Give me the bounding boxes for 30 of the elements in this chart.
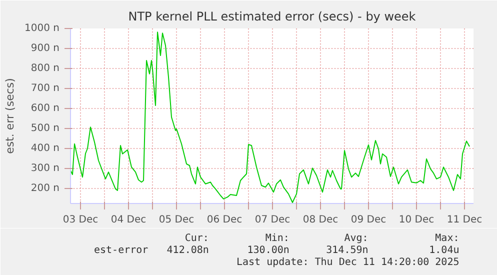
x-tick-label: 03 Dec (62, 214, 98, 226)
y-tick-label: 300 n (30, 163, 60, 174)
text: 1.04u (429, 245, 460, 256)
x-tick-label: 08 Dec (302, 214, 338, 226)
y-tick-label: 500 n (30, 123, 60, 134)
x-tick-label: 04 Dec (110, 214, 146, 226)
text: Avg: (344, 233, 368, 244)
text: 314.59n (326, 245, 368, 256)
text: est-error (94, 245, 148, 256)
x-tick-label: 10 Dec (398, 214, 434, 226)
text: Cur: (184, 233, 209, 244)
x-tick-label: 11 Dec (446, 214, 482, 226)
y-tick-label: 900 n (30, 43, 60, 54)
text: 130.00n (247, 245, 290, 256)
text: Min: (265, 233, 290, 244)
text: Max: (435, 233, 460, 244)
x-tick-label: 07 Dec (254, 214, 290, 226)
x-tick-label: 05 Dec (158, 214, 194, 226)
y-tick-label: 800 n (30, 63, 60, 74)
y-tick-label: 600 n (30, 103, 60, 114)
y-tick-label: 400 n (30, 143, 60, 154)
x-tick-label: 06 Dec (206, 214, 242, 226)
text: Last update: Thu Dec 11 14:20:00 2025 (236, 257, 460, 268)
chart-title: NTP kernel PLL estimated error (secs) - by week (128, 10, 416, 24)
y-tick-label: 200 n (30, 183, 60, 194)
text: 412.08n (166, 245, 209, 256)
y-axis-title: est. err (secs) (4, 78, 17, 154)
x-tick-label: 09 Dec (350, 214, 386, 226)
y-tick-label: 1000 n (24, 23, 60, 34)
y-tick-label: 700 n (30, 83, 60, 94)
